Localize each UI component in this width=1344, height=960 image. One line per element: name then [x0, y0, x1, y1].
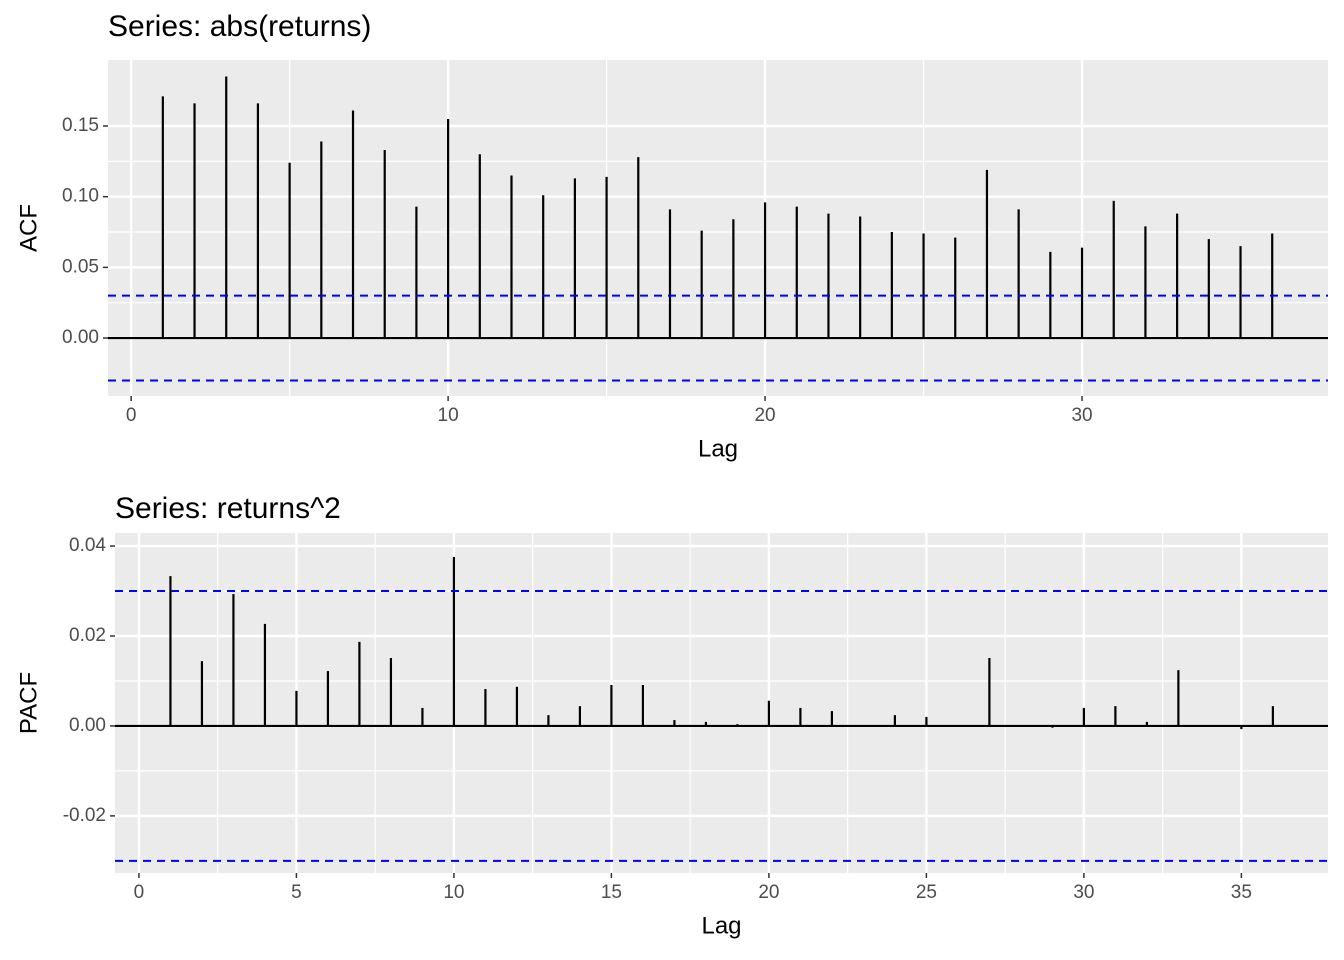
x-tick-label: 30	[1071, 405, 1092, 426]
x-tick-label: 20	[758, 882, 779, 903]
y-axis-title: ACF	[15, 204, 42, 252]
y-tick-label: 0.10	[62, 186, 99, 207]
y-tick-label: 0.00	[69, 715, 106, 736]
x-tick-label: 10	[443, 882, 464, 903]
y-axis-title: PACF	[15, 672, 42, 734]
x-tick-label: 5	[291, 882, 302, 903]
x-tick-label: 20	[754, 405, 775, 426]
x-tick-label: 0	[134, 882, 145, 903]
x-tick-label: 30	[1073, 882, 1094, 903]
x-tick-label: 35	[1231, 882, 1252, 903]
y-tick-label: 0.05	[62, 256, 99, 277]
chart-title: Series: abs(returns)	[108, 10, 371, 43]
y-tick-label: 0.15	[62, 115, 99, 136]
x-tick-label: 25	[916, 882, 937, 903]
y-tick-label: 0.02	[69, 625, 106, 646]
x-tick-label: 0	[126, 405, 137, 426]
x-axis-title: Lag	[701, 912, 741, 939]
x-tick-label: 10	[438, 405, 459, 426]
chart-title: Series: returns^2	[115, 492, 341, 525]
panel-background	[108, 60, 1328, 396]
y-tick-label: 0.00	[62, 327, 99, 348]
x-tick-label: 15	[601, 882, 622, 903]
y-tick-label: 0.04	[69, 535, 106, 556]
x-axis-title: Lag	[698, 435, 738, 462]
y-tick-label: -0.02	[63, 805, 106, 826]
